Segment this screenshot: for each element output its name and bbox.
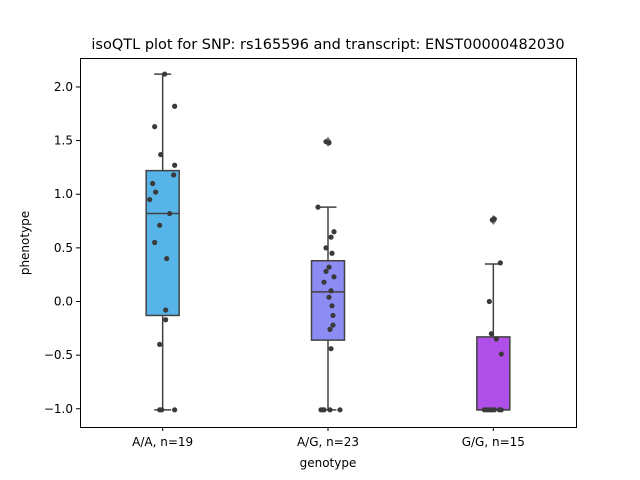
data-point <box>337 407 343 413</box>
data-point <box>153 189 159 195</box>
x-axis-label: genotype <box>300 456 357 470</box>
data-point <box>491 216 497 222</box>
plot-area <box>145 71 511 413</box>
data-point <box>498 351 504 357</box>
box <box>310 259 346 341</box>
data-point <box>330 322 336 328</box>
data-point <box>171 172 177 178</box>
data-point <box>321 279 327 285</box>
genotype-group-2 <box>476 214 511 413</box>
data-point <box>163 317 169 323</box>
data-point <box>157 341 163 348</box>
data-point <box>327 326 333 332</box>
x-axis: A/A, n=19 A/G, n=23 G/G, n=15 <box>132 427 525 449</box>
data-point <box>321 407 327 413</box>
data-point <box>326 294 332 300</box>
data-point <box>152 124 158 130</box>
data-point <box>329 250 335 256</box>
box <box>145 169 180 317</box>
x-tick-label: G/G, n=15 <box>462 435 525 449</box>
data-point <box>172 407 178 413</box>
data-point <box>164 255 170 262</box>
data-point <box>328 234 334 240</box>
data-point <box>486 298 492 305</box>
data-point <box>329 303 335 309</box>
data-point <box>330 312 336 319</box>
data-point <box>327 407 333 413</box>
y-tick-label: −0.5 <box>44 348 73 362</box>
data-point <box>147 196 153 203</box>
x-tick-label: A/A, n=19 <box>132 435 193 449</box>
data-point <box>328 346 334 352</box>
data-point <box>326 140 332 146</box>
data-point <box>491 407 497 413</box>
genotype-group-0 <box>145 71 180 413</box>
x-tick-label: A/G, n=23 <box>297 435 359 449</box>
y-tick-label: 2.0 <box>54 80 73 94</box>
data-point <box>323 268 329 275</box>
data-point <box>331 274 337 280</box>
chart-title: isoQTL plot for SNP: rs165596 and transc… <box>91 37 564 53</box>
data-point <box>150 180 156 187</box>
y-axis: −1.0 −0.5 0.0 0.5 1.0 1.5 2.0 <box>44 80 80 416</box>
data-point <box>488 331 494 337</box>
y-tick-label: −1.0 <box>44 402 73 416</box>
data-point <box>328 288 334 294</box>
y-tick-label: 0.0 <box>54 294 73 308</box>
data-point <box>172 103 178 109</box>
data-point <box>323 245 329 251</box>
data-point <box>167 210 173 217</box>
data-point <box>158 151 164 158</box>
y-tick-label: 0.5 <box>54 241 73 255</box>
data-point <box>326 264 332 270</box>
y-tick-label: 1.5 <box>54 134 73 148</box>
y-axis-label: phenotype <box>18 211 32 275</box>
data-point <box>172 162 178 168</box>
data-point <box>159 407 165 413</box>
y-tick-label: 1.0 <box>54 187 73 201</box>
data-point <box>498 407 504 413</box>
data-point <box>315 204 321 210</box>
data-point <box>162 71 168 77</box>
data-point <box>152 239 158 246</box>
data-point <box>493 336 499 342</box>
data-point <box>331 229 337 235</box>
data-point <box>157 222 163 228</box>
data-point <box>497 260 503 266</box>
data-point <box>163 307 169 313</box>
box <box>476 336 511 411</box>
genotype-group-1 <box>310 136 346 413</box>
